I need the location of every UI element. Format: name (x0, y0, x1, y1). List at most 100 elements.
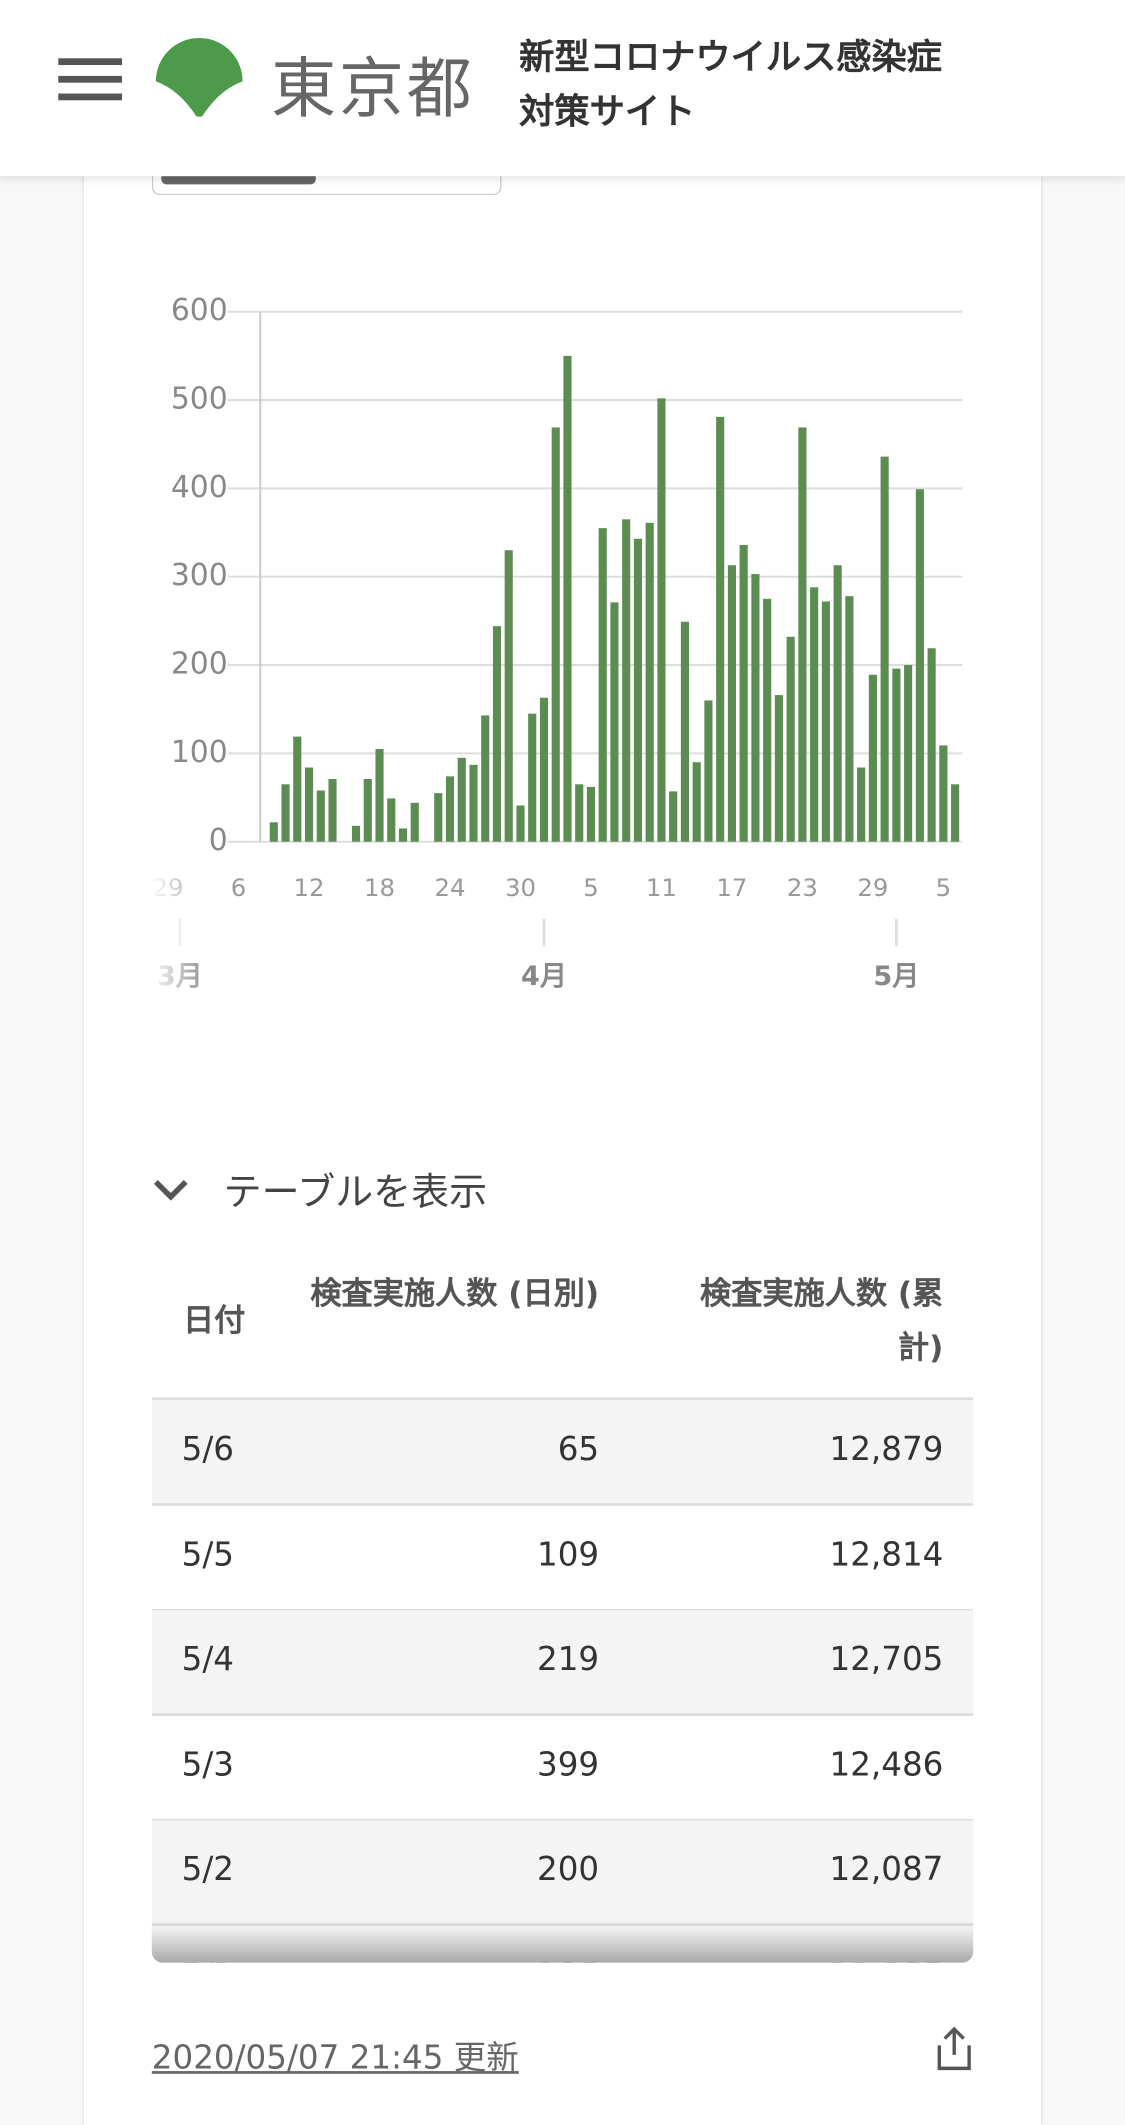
bar (821, 601, 830, 842)
bar (469, 764, 478, 842)
bar (269, 822, 278, 842)
bar (915, 489, 924, 842)
chevron-icon[interactable] (149, 1168, 195, 1209)
bar (492, 626, 502, 842)
bar (774, 695, 783, 842)
header-rule (151, 1397, 974, 1401)
scroll-shadow (151, 1920, 974, 1963)
bar (904, 665, 913, 842)
bar (786, 636, 795, 842)
logo-text: 東京都 (271, 51, 475, 128)
month-label: 5月 (873, 961, 919, 992)
bar (739, 544, 748, 842)
logo-mark (155, 37, 243, 117)
bar (657, 398, 666, 842)
td: 219 (537, 1640, 600, 1679)
updated-text[interactable]: 2020/05/07 21:45 更新 (151, 2038, 519, 2077)
bar (551, 427, 560, 842)
bar (892, 668, 901, 842)
share-icon[interactable] (933, 2025, 976, 2074)
bar (810, 587, 819, 842)
bar (927, 648, 936, 842)
y-tick-label: 600 (171, 293, 228, 328)
bar (751, 574, 760, 842)
td: 12,486 (829, 1745, 944, 1784)
bar (845, 596, 854, 842)
x-tick-label: 24 (434, 873, 465, 902)
bar (868, 674, 877, 842)
th: 検査実施人数 (累計) (700, 1276, 944, 1367)
bar (598, 528, 607, 842)
y-tick-label: 0 (209, 823, 228, 858)
site-title: 新型コロナウイルス感染症 (519, 37, 943, 79)
bar (387, 798, 396, 842)
td: 12,705 (829, 1640, 944, 1679)
bar (351, 825, 361, 842)
table-row: 5/2 200 12,087 (151, 1820, 974, 1927)
bar (445, 776, 455, 842)
table-row: 5/6 65 12,879 (151, 1400, 974, 1506)
td: 12,814 (829, 1535, 944, 1573)
bar (939, 745, 948, 842)
bar (622, 519, 631, 842)
y-tick-label: 300 (171, 558, 228, 593)
bar (633, 538, 643, 842)
bar (281, 784, 290, 842)
td: 12,087 (829, 1850, 944, 1889)
x-tick-label: 23 (787, 873, 818, 902)
bar (727, 565, 736, 842)
table-row: 5/5 109 12,814 (151, 1505, 974, 1611)
td: 200 (537, 1850, 600, 1889)
x-tick-label: 6 (231, 873, 247, 902)
x-tick-label: 29 (857, 873, 888, 902)
bar (692, 762, 701, 842)
td: 12,879 (829, 1429, 944, 1468)
bar (293, 736, 302, 842)
x-tick-label: 30 (505, 873, 536, 902)
x-tick-label: 5 (583, 873, 599, 902)
y-tick-label: 400 (171, 470, 228, 505)
bar (610, 602, 619, 842)
bar (504, 550, 513, 842)
bar (763, 598, 772, 842)
td: 5/3 (181, 1745, 234, 1784)
td: 5/4 (181, 1640, 234, 1679)
bar (563, 355, 572, 842)
bar (328, 779, 337, 842)
y-tick-label: 100 (171, 735, 228, 770)
bar (516, 805, 525, 842)
td: 5/5 (181, 1535, 234, 1573)
bar (434, 793, 443, 842)
bar (398, 828, 408, 842)
bar (316, 790, 325, 842)
y-tick-label: 500 (171, 382, 228, 417)
bar (586, 786, 596, 842)
x-tick-label: 11 (646, 873, 677, 902)
th: 日付 (182, 1303, 246, 1340)
month-label: 4月 (521, 961, 567, 992)
bar (481, 715, 490, 842)
menu-icon[interactable] (54, 54, 124, 103)
bar (375, 748, 384, 842)
bar (410, 802, 419, 842)
table-toggle[interactable]: テーブルを表示 (223, 1169, 488, 1215)
bar (951, 784, 960, 842)
x-tick-label: 18 (364, 873, 395, 902)
table-row: 5/4 219 12,705 (151, 1610, 974, 1716)
bar (363, 779, 372, 842)
bar (539, 697, 549, 842)
bar (833, 565, 842, 842)
bar (304, 767, 314, 842)
table-row: 5/3 399 12,486 (151, 1715, 974, 1822)
chart: 0100200300400500600296121824305111723295… (149, 293, 963, 1004)
bar (457, 757, 466, 842)
td: 5/2 (181, 1850, 234, 1889)
left-fade (149, 867, 211, 1004)
td: 109 (537, 1535, 600, 1573)
th: 検査実施人数 (日別) (310, 1276, 600, 1313)
bar (798, 427, 807, 842)
bar (575, 784, 584, 842)
bar (645, 522, 654, 842)
